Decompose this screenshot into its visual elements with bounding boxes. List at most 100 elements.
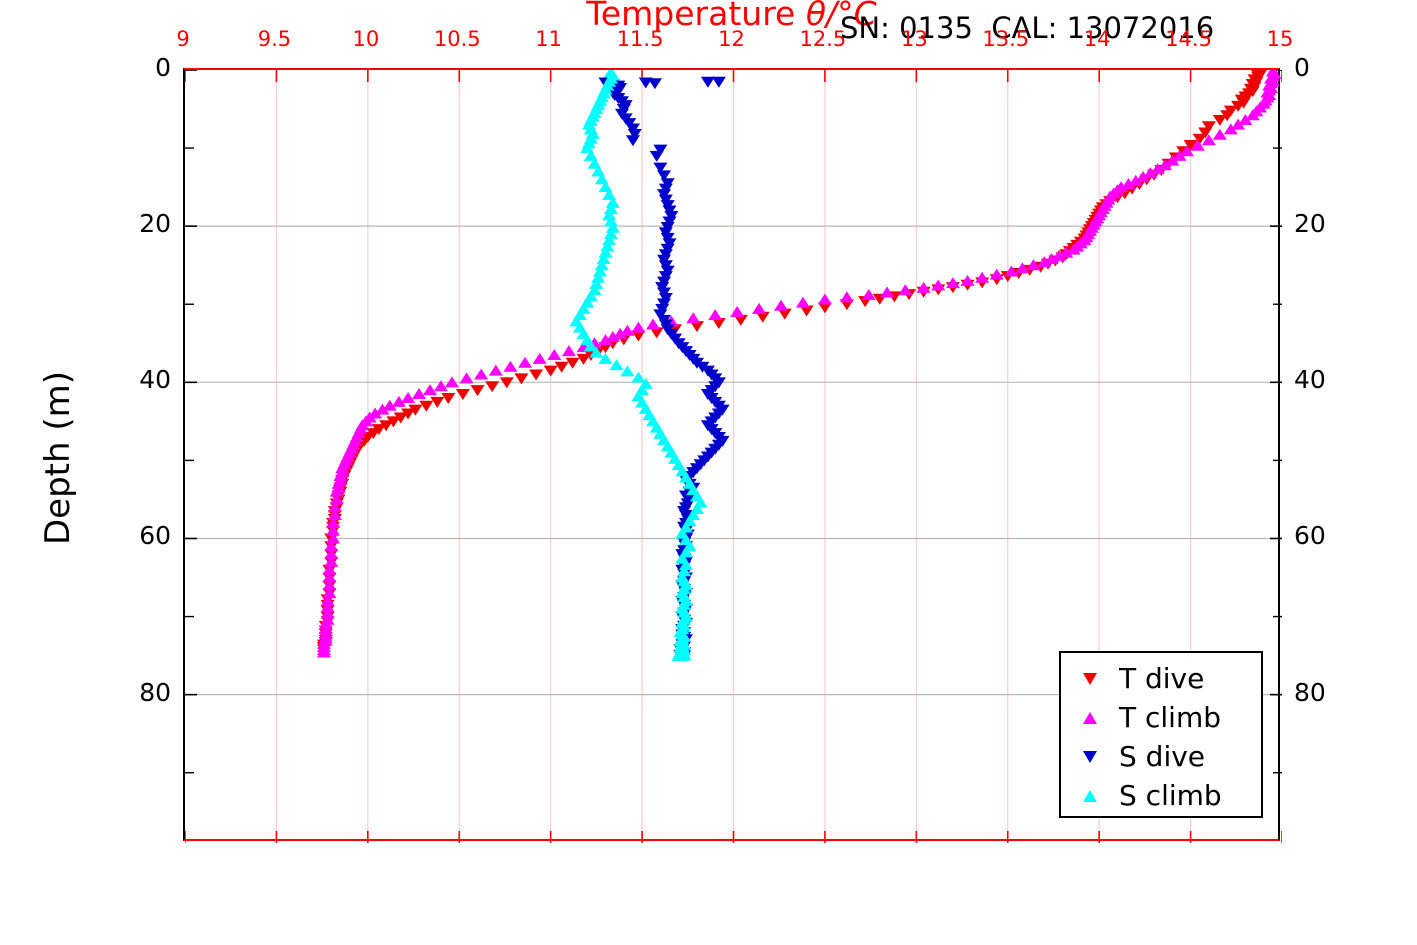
data-point [488, 364, 503, 376]
data-point [1004, 265, 1019, 277]
data-point [799, 305, 814, 317]
data-point [1059, 246, 1074, 258]
data-point [1037, 256, 1052, 268]
x-tick-label: 9 [176, 27, 190, 51]
data-point [324, 540, 339, 552]
triangle-down-icon [1061, 672, 1119, 685]
x-tick-label: 9.5 [257, 27, 292, 51]
x-tick-label: 12.5 [799, 27, 847, 51]
data-point [391, 395, 406, 407]
data-point [441, 392, 456, 404]
data-point [755, 311, 770, 323]
data-point [1220, 110, 1235, 122]
x-tick-label: 15 [1266, 27, 1294, 51]
legend-label: T climb [1119, 700, 1222, 734]
data-point [1238, 113, 1253, 125]
data-point [412, 388, 427, 400]
data-point [1179, 145, 1194, 157]
data-point [817, 293, 832, 305]
y-tick-label-right: 40 [1294, 365, 1326, 395]
data-point [589, 346, 604, 358]
data-point [474, 368, 489, 380]
data-point [605, 331, 620, 343]
data-point [327, 501, 342, 513]
x-tick-label: 13 [900, 27, 928, 51]
data-point [686, 312, 701, 324]
x-tick-label: 10.5 [433, 27, 481, 51]
data-point [1015, 262, 1030, 274]
data-point [320, 594, 335, 606]
data-point [605, 196, 620, 208]
data-point [1136, 170, 1151, 182]
data-point [605, 221, 620, 233]
data-point [945, 277, 960, 289]
legend-item-t-dive[interactable]: T dive [1061, 659, 1261, 698]
data-point [419, 400, 434, 412]
legend-label: S dive [1119, 739, 1206, 773]
data-point [386, 416, 401, 428]
data-point [379, 420, 394, 432]
data-point [649, 150, 664, 162]
data-point [631, 330, 646, 342]
data-point [459, 372, 474, 384]
data-point [589, 277, 604, 289]
data-point [817, 302, 832, 314]
data-point [627, 129, 642, 141]
triangle-up-icon [1061, 711, 1119, 724]
data-point [329, 493, 344, 505]
legend-item-s-climb[interactable]: S climb [1061, 776, 1261, 815]
serial-calibration-annotation: SN: 0135 CAL: 13072016 [840, 11, 1215, 45]
data-point [444, 376, 459, 388]
data-point [326, 524, 341, 536]
data-point [382, 399, 397, 411]
data-point [625, 135, 640, 147]
legend-item-t-climb[interactable]: T climb [1061, 698, 1261, 737]
data-point [989, 268, 1004, 280]
data-point [861, 288, 876, 300]
data-points-layer [316, 70, 1282, 662]
data-point [1201, 121, 1216, 133]
chart-title: Temperature θ/°C [183, 0, 1280, 32]
data-point [320, 607, 335, 619]
data-point [598, 334, 613, 346]
data-point [752, 302, 767, 314]
chart-title-units: /°C [826, 0, 877, 33]
data-point [485, 381, 500, 393]
data-point [602, 209, 617, 221]
data-point [657, 170, 672, 182]
data-point [711, 76, 726, 88]
data-point [1157, 159, 1172, 171]
data-point [1231, 118, 1246, 130]
data-point [677, 565, 692, 577]
theta-symbol: θ [805, 0, 827, 33]
data-point [1051, 249, 1066, 261]
data-point [576, 353, 591, 365]
data-point [708, 309, 723, 321]
data-point [689, 321, 704, 333]
data-point [422, 384, 437, 396]
data-point [631, 371, 646, 383]
y-tick-label-left: 0 [155, 53, 171, 82]
data-point [326, 516, 341, 528]
data-point [1172, 149, 1187, 161]
legend-item-s-dive[interactable]: S dive [1061, 737, 1261, 776]
data-point [327, 509, 342, 521]
data-point [1198, 127, 1213, 139]
data-point [960, 274, 975, 286]
data-point [613, 327, 628, 339]
data-point [565, 357, 580, 369]
data-point [322, 571, 337, 583]
data-point [547, 348, 562, 360]
data-point [583, 340, 598, 352]
data-point [1201, 134, 1216, 146]
data-point [604, 202, 619, 214]
legend[interactable]: T dive T climb S dive S climb [1059, 651, 1263, 818]
data-point [322, 563, 337, 575]
data-point [499, 377, 514, 389]
series-t-climb [316, 70, 1282, 658]
data-point [1066, 243, 1081, 255]
data-point [1231, 100, 1246, 112]
data-point [329, 485, 344, 497]
data-point [470, 385, 485, 397]
